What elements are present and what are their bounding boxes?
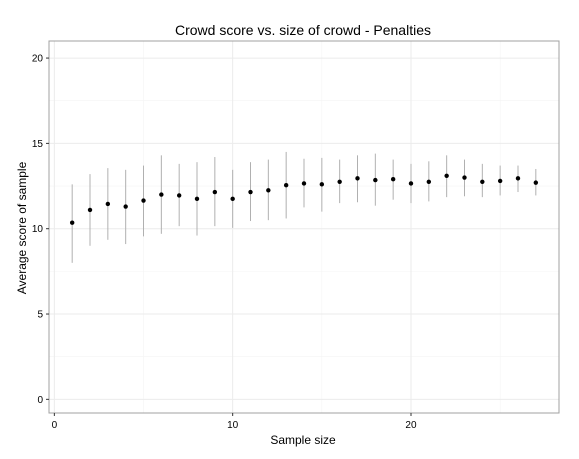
x-axis-ticks: 0 10 20: [52, 413, 417, 431]
data-point: [176, 193, 182, 198]
x-tick-label: 10: [227, 420, 239, 431]
data-point: [141, 198, 146, 203]
data-point: [462, 175, 467, 180]
data-point: [355, 176, 360, 181]
y-axis-ticks: 0 5 10 15 20: [32, 54, 49, 406]
data-point: [515, 176, 521, 181]
plot-panel-border: [48, 40, 560, 414]
data-point: [69, 220, 75, 225]
y-tick-label: 10: [32, 224, 44, 235]
data-point: [426, 179, 432, 184]
data-point: [533, 180, 539, 185]
data-point: [337, 179, 342, 184]
data-point: [194, 196, 200, 202]
x-tick-label: 0: [52, 420, 58, 431]
x-tick-label: 20: [405, 420, 417, 431]
data-point: [373, 177, 378, 183]
data-point: [212, 189, 218, 195]
data-points: [69, 173, 539, 225]
data-point: [480, 179, 485, 184]
data-point: [497, 178, 503, 184]
data-point: [105, 201, 111, 207]
data-point: [319, 182, 325, 187]
data-point: [248, 189, 253, 195]
data-point: [230, 196, 235, 202]
error-bars: [71, 151, 537, 263]
x-axis-label: Sample size: [270, 433, 336, 447]
data-point: [123, 204, 128, 209]
y-tick-label: 15: [32, 139, 44, 150]
y-tick-label: 20: [32, 54, 44, 65]
chart-title: Crowd score vs. size of crowd - Penaltie…: [175, 22, 431, 38]
y-tick-label: 5: [37, 310, 43, 321]
data-point: [390, 177, 396, 182]
data-point: [301, 181, 307, 186]
y-axis-label: Average score of sample: [15, 161, 29, 294]
data-point: [87, 207, 93, 213]
data-point: [444, 173, 449, 179]
data-point: [408, 181, 414, 186]
data-point: [159, 192, 164, 197]
data-point: [283, 182, 289, 188]
data-point: [266, 188, 271, 193]
y-tick-label: 0: [37, 395, 43, 406]
